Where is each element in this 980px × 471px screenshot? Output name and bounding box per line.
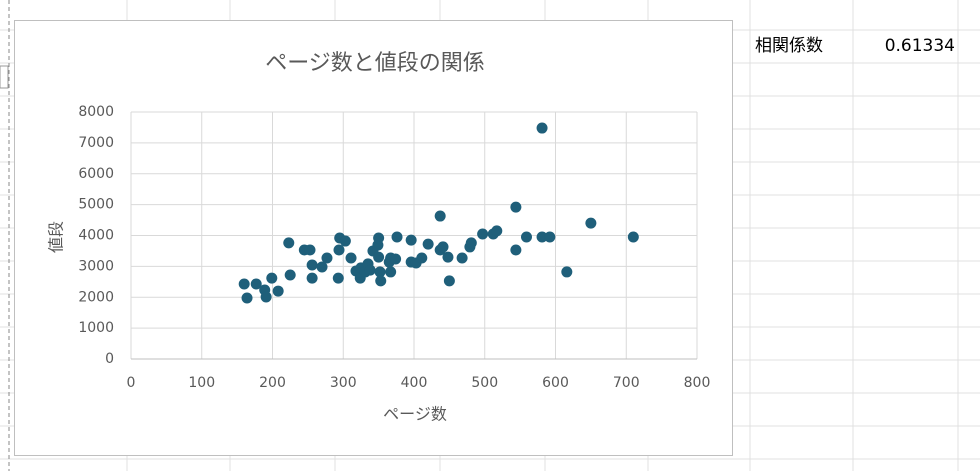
point [284,269,296,281]
point [456,252,468,264]
point [390,253,402,265]
point [544,231,556,243]
point [422,238,434,250]
y-tick-label: 5000 [78,197,114,213]
point [443,275,455,287]
point [332,272,344,284]
point [465,237,477,249]
point [442,251,454,263]
point [374,266,386,278]
handle [0,65,9,89]
point [491,225,503,237]
point [266,272,278,284]
x-tick-label: 0 [127,375,136,391]
point [391,231,403,243]
point [238,278,250,290]
point [260,291,272,303]
point [241,292,253,304]
point [405,234,417,246]
y-tick-label: 7000 [78,135,114,151]
y-axis-label: 値段 [47,221,66,253]
point [416,252,428,264]
point [304,244,316,256]
point [627,231,639,243]
point [333,244,345,256]
point [434,210,446,222]
point [272,285,284,297]
y-tick-label: 0 [105,351,114,367]
y-tick-label: 2000 [78,289,114,305]
point [306,272,318,284]
point [536,122,548,134]
x-tick-label: 800 [684,375,711,391]
chart-title: ページ数と値段の関係 [265,51,485,76]
y-tick-label: 4000 [78,228,114,244]
y-tick-label: 1000 [78,320,114,336]
point [585,217,597,229]
point [437,241,449,253]
point [283,237,295,249]
point [373,251,385,263]
point [321,252,333,264]
point [250,278,262,290]
point [477,228,489,240]
cell-label: 相関係数 [755,36,823,56]
x-tick-label: 300 [330,375,357,391]
point [339,235,351,247]
point [510,244,522,256]
point [306,259,318,271]
point [345,252,357,264]
x-tick-label: 600 [542,375,569,391]
point [536,231,548,243]
x-tick-label: 100 [188,375,215,391]
point [316,261,328,273]
y-tick-label: 6000 [78,166,114,182]
cell-value: 0.61334 [885,36,955,56]
y-tick-label: 8000 [78,104,114,120]
point [520,231,532,243]
point [561,266,573,278]
point [375,275,387,287]
x-tick-label: 400 [401,375,428,391]
point [364,264,376,276]
point [510,201,522,213]
x-tick-label: 500 [471,375,498,391]
y-tick-label: 3000 [78,258,114,274]
point [385,266,397,278]
x-tick-label: 700 [613,375,640,391]
x-tick-label: 200 [259,375,286,391]
point [373,232,385,244]
x-axis-label: ページ数 [383,405,447,424]
